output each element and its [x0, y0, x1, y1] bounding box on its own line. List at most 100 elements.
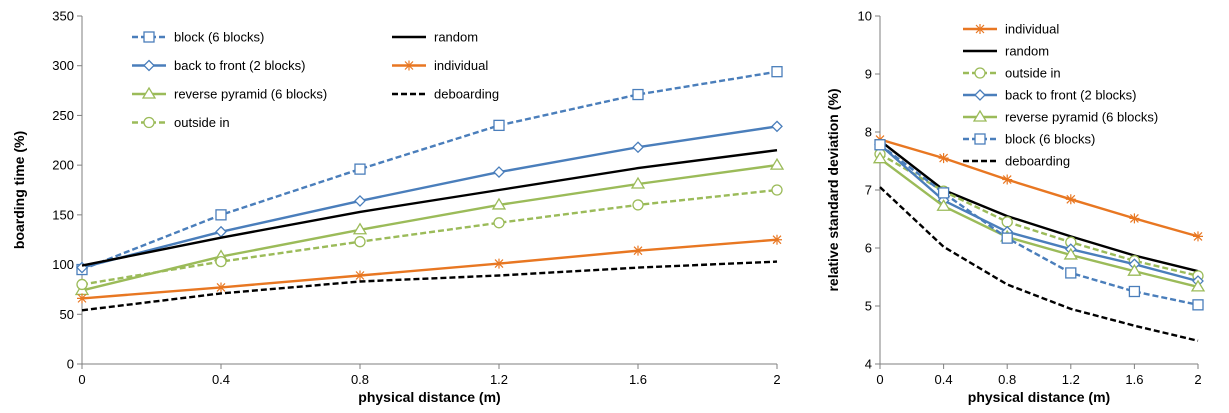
data-point: [215, 209, 227, 221]
legend: block (6 blocks) back to front (2 blocks)…: [132, 30, 499, 130]
data-point: [937, 187, 950, 199]
legend-label: outside in: [174, 115, 230, 130]
data-point: [1127, 263, 1142, 276]
data-point: [769, 157, 785, 170]
data-point: [1192, 299, 1204, 311]
data-point: [355, 270, 365, 281]
legend-item-block-6-blocks: block (6 blocks): [132, 30, 264, 45]
data-point: [874, 139, 886, 151]
y-tick-label: 100: [52, 257, 74, 272]
legend-marker: [975, 24, 985, 34]
data-point: [493, 217, 505, 229]
series-line: [879, 186, 1199, 342]
series-line: [81, 163, 778, 292]
x-tick-label: 0: [876, 372, 883, 387]
legend-item-outside-in: outside in: [132, 115, 230, 130]
data-point: [215, 225, 227, 238]
legend-item-deboarding: deboarding: [392, 87, 499, 102]
series-line: [81, 149, 778, 267]
series-back-to-front-2-blocks: [76, 120, 783, 274]
data-point: [354, 163, 366, 175]
data-point: [771, 66, 783, 78]
data-point: [633, 245, 643, 256]
legend-label: deboarding: [1005, 154, 1070, 169]
legend-label: random: [1005, 44, 1049, 59]
series-line: [81, 188, 778, 286]
data-point: [632, 199, 644, 211]
x-tick-label: 1.2: [1062, 372, 1080, 387]
relative-std-deviation-chart: 4 5 6 7 8 9 10 0 0.4 0.8 1.2 1.6 2 physical distance …: [825, 9, 1206, 405]
series-deboarding: [81, 260, 778, 312]
data-point: [1001, 232, 1013, 244]
y-tick-label: 250: [52, 108, 74, 123]
y-tick-label: 10: [858, 9, 872, 24]
x-tick-label: 2: [1194, 372, 1201, 387]
legend-label: block (6 blocks): [174, 30, 264, 45]
legend-item-deboarding: deboarding: [963, 154, 1070, 169]
legend-marker: [974, 89, 986, 101]
legend-item-block-6-blocks: block (6 blocks): [963, 132, 1095, 147]
data-point: [215, 255, 227, 268]
series-line: [879, 143, 1199, 306]
data-point: [352, 222, 368, 235]
x-tick-label: 0.8: [998, 372, 1016, 387]
x-tick-label: 0.8: [351, 372, 369, 387]
y-tick-label: 5: [865, 299, 872, 314]
data-point: [493, 166, 505, 179]
data-point: [632, 141, 644, 154]
series-random: [879, 139, 1199, 273]
legend-label: individual: [1005, 22, 1059, 37]
legend-label: back to front (2 blocks): [1005, 88, 1137, 103]
data-point: [938, 153, 949, 164]
data-point: [1002, 174, 1013, 185]
y-tick-label: 8: [865, 125, 872, 140]
series-line: [81, 125, 778, 269]
y-axis-title: boarding time (%): [11, 131, 27, 249]
data-point: [632, 88, 644, 101]
data-point: [76, 278, 88, 291]
legend-marker: [141, 86, 157, 99]
legend-item-reverse-pyramid-6-blocks: reverse pyramid (6 blocks): [132, 87, 327, 102]
data-point: [494, 258, 504, 269]
y-tick-label: 200: [52, 158, 74, 173]
legend-marker: [143, 116, 155, 129]
data-point: [1193, 231, 1203, 242]
x-tick-label: 1.6: [1125, 372, 1143, 387]
y-axis-title: relative standard deviation (%): [825, 88, 841, 291]
legend-label: individual: [434, 58, 488, 73]
y-tick-label: 7: [865, 183, 872, 198]
legend-marker: [404, 60, 414, 71]
y-tick-label: 9: [865, 67, 872, 82]
legend-label: reverse pyramid (6 blocks): [174, 87, 327, 102]
legend-marker: [972, 109, 988, 122]
data-point: [1001, 216, 1013, 228]
legend-marker: [974, 133, 986, 145]
data-point: [771, 120, 783, 133]
data-point: [872, 151, 888, 164]
series-reverse-pyramid-6-blocks: [74, 157, 785, 296]
series-outside-in: [76, 184, 783, 291]
y-tick-label: 4: [865, 357, 872, 372]
legend-marker: [974, 67, 986, 79]
legend-item-outside-in: outside in: [963, 66, 1061, 81]
series-line: [879, 143, 1199, 283]
data-point: [772, 234, 782, 245]
y-tick-label: 0: [67, 357, 74, 372]
boarding-time-chart: 0 50 100 150 200 250 300 350 0 0.4 0.8 1.2 1.6 2 physi…: [11, 9, 785, 405]
series-random: [81, 149, 778, 267]
data-point: [936, 198, 951, 211]
y-tick-label: 350: [52, 9, 74, 24]
x-tick-label: 0.4: [935, 372, 953, 387]
data-point: [77, 293, 87, 304]
data-point: [1190, 279, 1206, 292]
legend-item-back-to-front-2-blocks: back to front (2 blocks): [963, 88, 1137, 103]
legend-label: back to front (2 blocks): [174, 58, 306, 73]
series-line: [879, 157, 1199, 289]
x-axis-title: physical distance (m): [968, 389, 1110, 405]
data-point: [354, 195, 366, 207]
x-tick-label: 0.4: [212, 372, 230, 387]
x-axis-title: physical distance (m): [358, 389, 500, 405]
series-block-6-blocks: [874, 139, 1204, 311]
legend-label: random: [434, 30, 478, 45]
